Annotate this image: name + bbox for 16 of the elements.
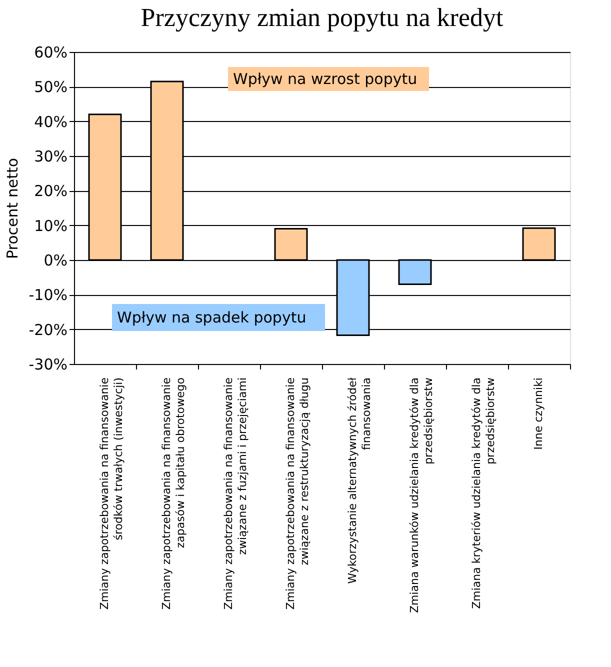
y-tick-label: 0% [44, 252, 68, 270]
x-tick-label: Inne czynniki [532, 378, 545, 450]
y-tick-label: 10% [34, 216, 68, 235]
y-tick-label: -20% [28, 320, 68, 339]
y-tick-label: 50% [34, 78, 68, 96]
y-tick-label: -30% [28, 356, 68, 374]
y-tick-label: 20% [34, 182, 68, 200]
y-tick-label: 40% [34, 112, 68, 131]
y-tick-label: -10% [28, 286, 68, 304]
annotation: Wpływ na spadek popytu [117, 308, 306, 326]
y-tick-label: 30% [34, 148, 68, 166]
annotation: Wpływ na wzrost popytu [233, 70, 418, 88]
x-tick-label: Zmiany zapotrzebowania na finansowanie środków trwałych (inwestycji) [98, 377, 125, 610]
y-tick-label: 60% [34, 44, 68, 62]
chart-title: Przyczyny zmian popytu na kredyt [140, 3, 504, 32]
y-axis-title: Procent netto [4, 158, 22, 260]
